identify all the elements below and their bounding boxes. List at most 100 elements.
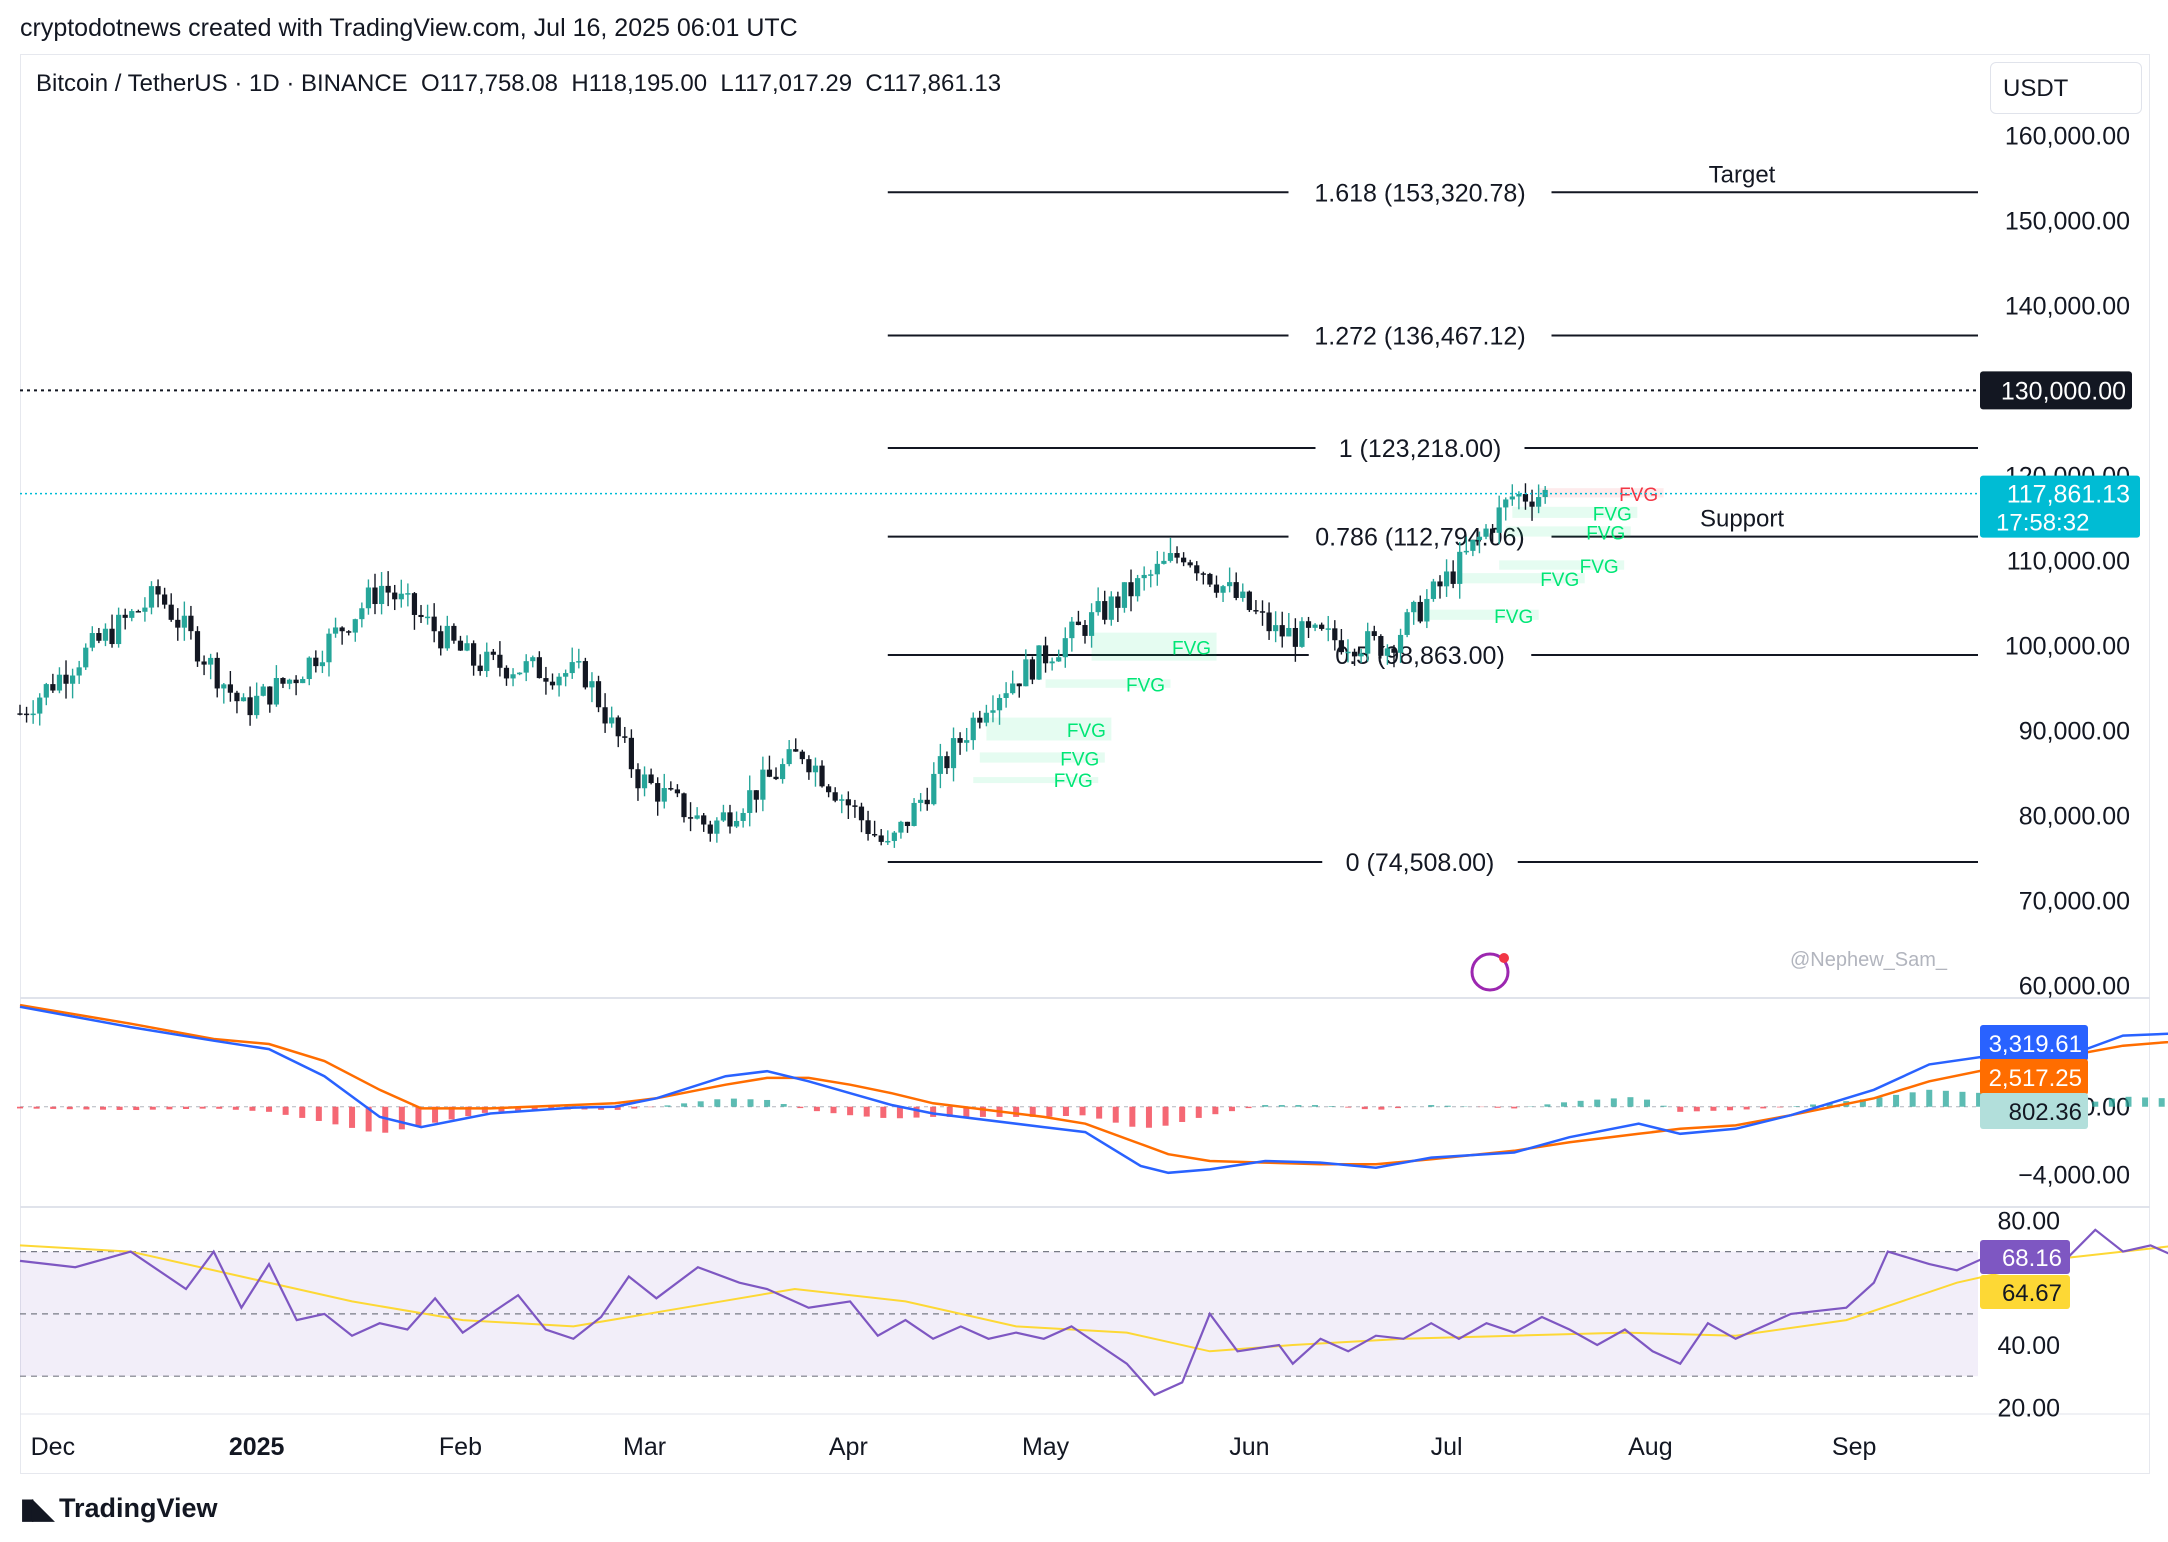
candle-body xyxy=(878,835,884,842)
candle-body xyxy=(806,759,812,773)
macd-hist-bar xyxy=(714,1099,721,1107)
symbol-name[interactable]: Bitcoin / TetherUS · 1D · BINANCE xyxy=(36,70,408,97)
candle-body xyxy=(1161,560,1167,564)
candle-body xyxy=(779,764,786,780)
candle-body xyxy=(1503,499,1509,508)
candle-body xyxy=(747,790,753,813)
macd-hist-bar xyxy=(1295,1105,1302,1107)
chart-frame xyxy=(20,54,2150,1474)
candle-body xyxy=(1292,627,1298,647)
time-axis-label: Aug xyxy=(1628,1433,1672,1461)
candle-body xyxy=(37,697,43,714)
candle-body xyxy=(819,765,825,787)
candle-body xyxy=(1128,582,1134,597)
candle-body xyxy=(687,817,694,819)
candle-body xyxy=(1029,659,1036,680)
macd-hist-bar xyxy=(780,1104,787,1107)
candle-body xyxy=(385,585,391,593)
candle-body xyxy=(812,765,819,773)
macd-hist-bar xyxy=(1394,1106,1401,1109)
fvg-zone xyxy=(1499,560,1625,570)
candle-body xyxy=(254,695,260,716)
price-tick-label: 140,000.00 xyxy=(2005,292,2130,320)
candle-body xyxy=(1496,507,1502,533)
candle-body xyxy=(405,593,411,595)
price-tick-label: 90,000.00 xyxy=(2019,717,2130,745)
candle-body xyxy=(1259,611,1266,613)
candle-body xyxy=(1430,581,1437,599)
fvg-label: FVG xyxy=(1494,607,1533,628)
candle-body xyxy=(1351,651,1358,657)
candle-body xyxy=(273,678,279,705)
currency-selector[interactable]: USDT xyxy=(1990,62,2142,114)
candle-body xyxy=(1036,645,1042,680)
candle-body xyxy=(826,786,832,793)
candle-body xyxy=(944,756,950,769)
fib-level-label: 1 (123,218.00) xyxy=(1339,435,1502,463)
macd-hist-bar xyxy=(398,1106,405,1130)
candle-body xyxy=(1476,536,1483,541)
macd-hist-bar xyxy=(199,1106,206,1109)
macd-hist-bar xyxy=(448,1106,455,1120)
candle-body xyxy=(628,737,634,770)
candle-body xyxy=(96,633,102,641)
macd-hist-bar xyxy=(1311,1105,1318,1107)
macd-hist-bar xyxy=(100,1106,107,1110)
brand-label: TradingView xyxy=(58,1493,218,1523)
candle-body xyxy=(477,665,483,672)
candle-body xyxy=(148,586,155,608)
candle-body xyxy=(1181,557,1187,563)
candle-body xyxy=(1141,574,1147,579)
macd-value-label: 3,319.61 xyxy=(1989,1031,2082,1058)
candle-body xyxy=(1167,553,1174,561)
candle-body xyxy=(1016,683,1022,687)
time-axis-label: Jul xyxy=(1431,1433,1463,1461)
candle-body xyxy=(766,769,773,777)
rsi-tick-label: 80.00 xyxy=(1997,1207,2060,1235)
candle-body xyxy=(582,661,588,688)
macd-hist-bar xyxy=(1179,1106,1186,1122)
level-130k-label: 130,000.00 xyxy=(2001,377,2126,405)
macd-hist-bar xyxy=(266,1106,273,1112)
fvg-zone xyxy=(979,752,1105,763)
candle-body xyxy=(234,692,240,702)
candle-body xyxy=(1437,581,1443,587)
candle-body xyxy=(1010,683,1016,694)
fvg-zone xyxy=(986,717,1112,741)
macd-hist-bar xyxy=(847,1106,854,1116)
candle-body xyxy=(1365,631,1371,654)
macd-hist-bar xyxy=(664,1105,671,1107)
candle-body xyxy=(30,713,36,716)
rsi-value-badge xyxy=(1980,1275,2070,1309)
macd-hist-bar xyxy=(349,1106,356,1128)
watermark-label: @Nephew_Sam_ xyxy=(1790,949,1948,971)
macd-hist-bar xyxy=(681,1103,688,1107)
candle-body xyxy=(1299,621,1305,647)
candle-body xyxy=(1062,638,1068,658)
macd-hist-bar xyxy=(481,1106,488,1113)
tradingview-brand[interactable]: ▮◣ TradingView xyxy=(20,1492,218,1525)
candle-body xyxy=(438,631,444,649)
candle-body xyxy=(681,793,687,818)
candle-body xyxy=(56,674,63,691)
notification-dot xyxy=(1499,953,1509,963)
candle-body xyxy=(674,789,681,794)
candle-body xyxy=(1253,610,1259,612)
price-tick-label: 150,000.00 xyxy=(2005,207,2130,235)
candle-body xyxy=(76,667,82,676)
macd-hist-bar xyxy=(133,1106,140,1111)
candle-body xyxy=(1338,640,1344,653)
fib-level-label: 0.786 (112,794.06) xyxy=(1315,524,1524,552)
time-axis-label: Mar xyxy=(623,1433,666,1461)
macd-hist-bar xyxy=(913,1106,920,1118)
candle-body xyxy=(799,751,805,760)
macd-hist-bar xyxy=(1328,1106,1335,1107)
candle-body xyxy=(1266,612,1272,632)
macd-hist-bar xyxy=(1710,1106,1717,1111)
macd-hist-bar xyxy=(697,1101,704,1107)
macd-hist-bar xyxy=(1361,1106,1368,1110)
macd-hist-bar xyxy=(1760,1106,1767,1109)
macd-hist-bar xyxy=(1162,1106,1169,1126)
candle-body xyxy=(1108,596,1114,620)
